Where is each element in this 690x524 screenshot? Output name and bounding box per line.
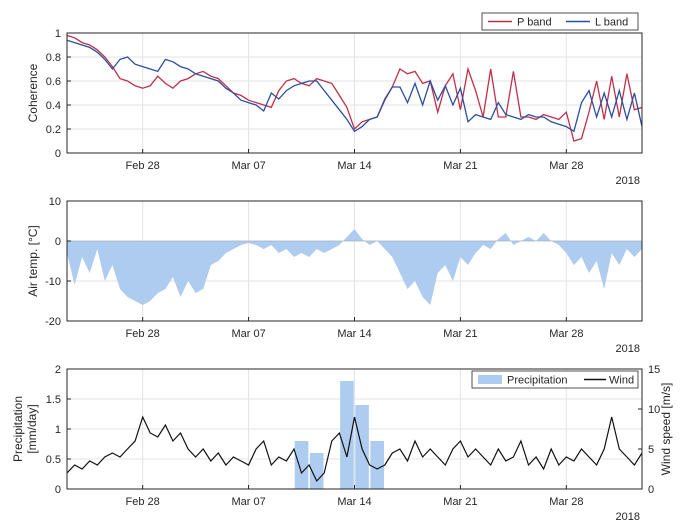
- y-axis-label-right: Wind speed [m/s]: [659, 383, 673, 476]
- precipitation-bar: [340, 381, 354, 489]
- y-tick-label: 0: [55, 484, 61, 496]
- x-tick-label: Mar 14: [337, 160, 371, 172]
- x-tick-label: Mar 21: [443, 160, 477, 172]
- y-tick-label-right: 15: [648, 364, 660, 376]
- x-tick-label: Mar 14: [337, 328, 371, 340]
- y-tick-label: -20: [45, 316, 61, 328]
- x-tick-label: Feb 28: [126, 496, 160, 508]
- panel-2: Feb 28 Mar 07 Mar 14 Mar 21 Mar 28 2018 -20 -10…: [26, 196, 643, 355]
- data-layer: [67, 381, 642, 489]
- x-tick-label: Mar 07: [231, 160, 265, 172]
- x-tick-label: Mar 28: [549, 160, 583, 172]
- y-tick-label: 1: [55, 424, 61, 436]
- x-tick-label: Mar 21: [443, 496, 477, 508]
- y-tick-label-right: 5: [648, 444, 654, 456]
- y-tick-label-right: 10: [648, 404, 660, 416]
- legend-label: L band: [595, 17, 628, 29]
- precipitation-bar: [309, 453, 324, 489]
- y-tick-label: 0.4: [46, 100, 61, 112]
- panel-1: Feb 28 Mar 07 Mar 14 Mar 21 Mar 28 2018 0 0.2 0.…: [26, 12, 643, 187]
- legend-box: [481, 12, 639, 31]
- y-tick-label: 0: [55, 236, 61, 248]
- air-temperature-area: [67, 229, 642, 305]
- y-axis-label: Coherence: [26, 63, 40, 122]
- x-tick-label: Mar 14: [337, 496, 371, 508]
- y-tick-label: 1: [55, 28, 61, 40]
- data-layer: [67, 34, 642, 142]
- precipitation-bar: [370, 441, 385, 489]
- y-tick-label: 0.5: [46, 454, 61, 466]
- x-tick-label: Feb 28: [126, 160, 160, 172]
- year-label: 2018: [616, 343, 640, 355]
- x-tick-label: Mar 28: [549, 496, 583, 508]
- year-label: 2018: [616, 175, 640, 187]
- x-tick-label: Mar 28: [549, 328, 583, 340]
- y-tick-label: 2: [55, 364, 61, 376]
- y-tick-label: 0.8: [46, 52, 61, 64]
- series-line-p-band: [67, 34, 642, 142]
- y-tick-label-right: 0: [648, 484, 654, 496]
- x-tick-label: Mar 07: [231, 496, 265, 508]
- y-tick-label: 0: [55, 148, 61, 160]
- y-tick-label: -10: [45, 276, 61, 288]
- data-layer: [67, 229, 642, 305]
- y-tick-label: 1.5: [46, 394, 61, 406]
- legend-label: Precipitation: [507, 375, 568, 387]
- legend-box: [471, 370, 639, 389]
- legend-label: Wind: [609, 375, 634, 387]
- year-label: 2018: [616, 511, 640, 523]
- legend-label: P band: [517, 17, 552, 29]
- y-axis-label: Precipitation[mm/day]: [11, 396, 39, 462]
- x-tick-label: Feb 28: [126, 328, 160, 340]
- x-tick-label: Mar 07: [231, 328, 265, 340]
- precipitation-bar: [294, 441, 309, 489]
- y-tick-label: 0.6: [46, 76, 61, 88]
- series-line-l-band: [67, 39, 642, 133]
- y-tick-label: 0.2: [46, 124, 61, 136]
- x-tick-label: Mar 21: [443, 328, 477, 340]
- legend-swatch: [478, 375, 502, 384]
- y-axis-label: Air temp. [°C]: [26, 225, 40, 296]
- wind-line: [67, 415, 642, 483]
- y-tick-label: 10: [49, 196, 61, 208]
